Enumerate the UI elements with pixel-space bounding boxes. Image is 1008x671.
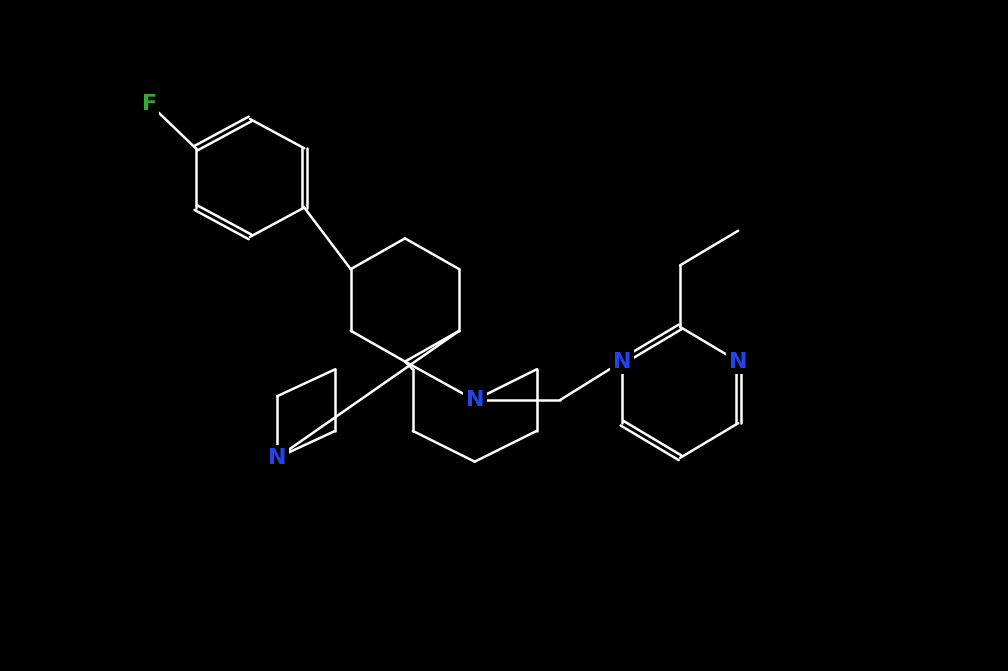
Text: N: N (729, 352, 748, 372)
Text: N: N (613, 352, 631, 372)
Text: N: N (466, 390, 484, 410)
Text: N: N (268, 448, 286, 468)
Text: F: F (142, 94, 157, 113)
